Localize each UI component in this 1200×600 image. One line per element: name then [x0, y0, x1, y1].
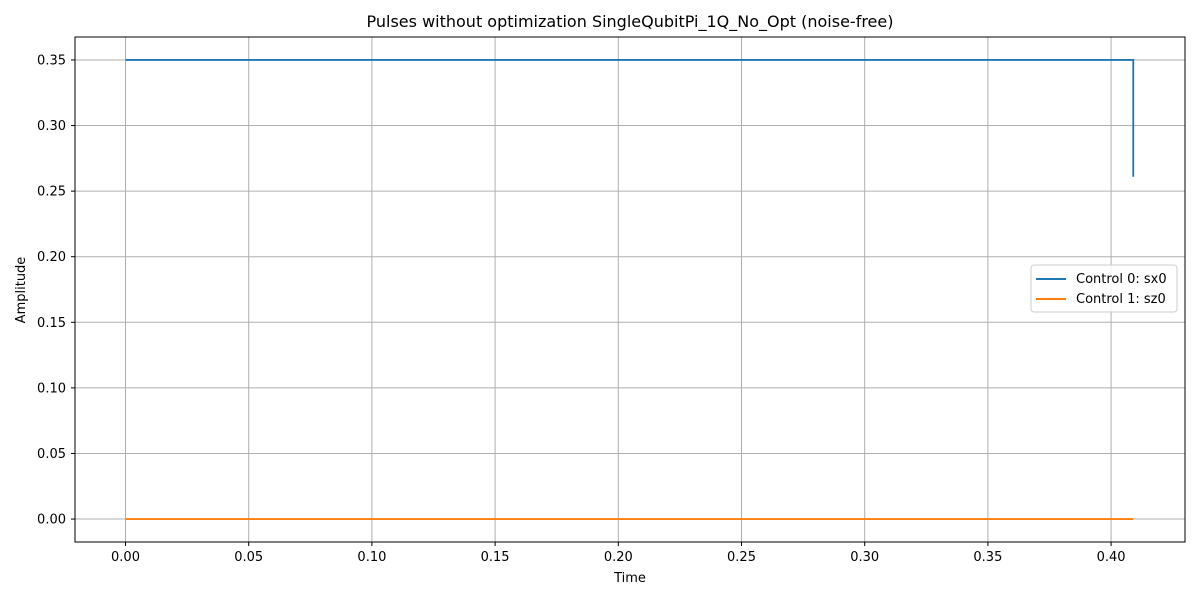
x-tick-label: 0.00 — [111, 550, 140, 565]
legend-label-sz0: Control 1: sz0 — [1076, 292, 1166, 307]
y-tick-label: 0.00 — [37, 513, 66, 528]
y-tick-label: 0.20 — [37, 250, 66, 265]
y-tick-label: 0.25 — [37, 185, 66, 200]
x-tick-label: 0.10 — [357, 550, 386, 565]
y-tick-label: 0.30 — [37, 119, 66, 134]
x-tick-label: 0.35 — [973, 550, 1002, 565]
x-tick-label: 0.25 — [727, 550, 756, 565]
x-tick-label: 0.40 — [1097, 550, 1126, 565]
grid-layer — [75, 37, 1185, 542]
plot-frame — [74, 36, 1186, 543]
ticks-layer: 0.00 0.05 0.10 0.15 0.20 0.25 0.30 0.35 0.40 0.00… — [37, 53, 1126, 565]
legend-box — [1030, 264, 1178, 313]
y-tick-label: 0.05 — [37, 447, 66, 462]
y-tick-label: 0.15 — [37, 316, 66, 331]
x-axis-label: Time — [613, 571, 646, 586]
x-tick-label: 0.05 — [234, 550, 263, 565]
chart-title: Pulses without optimization SingleQubitP… — [367, 12, 894, 32]
series-line-0 — [125, 59, 1135, 177]
x-tick-label: 0.15 — [481, 550, 510, 565]
y-tick-label: 0.10 — [37, 381, 66, 396]
legend-label-sx0: Control 0: sx0 — [1076, 272, 1167, 287]
x-tick-label: 0.20 — [604, 550, 633, 565]
legend: Control 0: sx0 Control 1: sz0 — [1030, 264, 1178, 313]
y-axis-label: Amplitude — [14, 257, 29, 324]
series-layer — [125, 59, 1135, 520]
y-tick-label: 0.35 — [37, 53, 66, 68]
x-tick-label: 0.30 — [850, 550, 879, 565]
